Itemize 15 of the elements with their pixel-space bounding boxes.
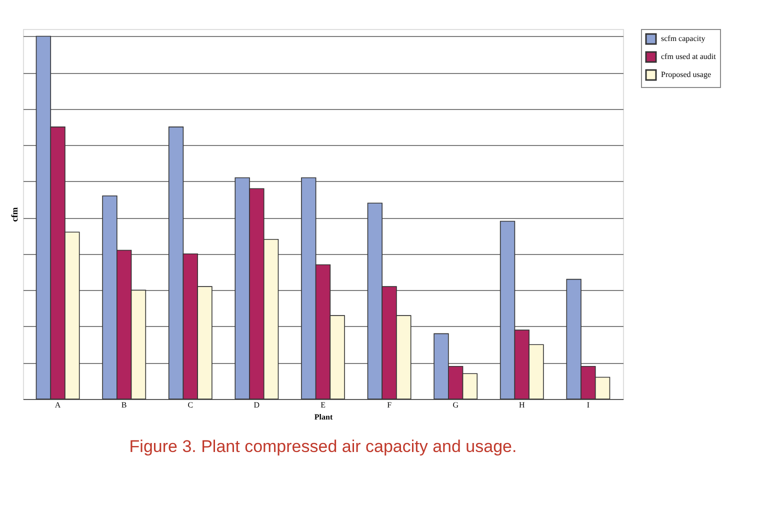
x-tick-label: G [452,400,459,410]
y-axis-title: cfm [10,206,20,222]
x-tick-label: B [121,400,127,410]
x-tick-label: I [586,400,590,410]
x-tick-label: H [519,400,526,410]
text: Figure 3. Plant compressed air capacity and usage. [129,437,517,456]
x-axis-title: Plant [314,412,333,422]
x-tick-label: C [188,400,194,410]
legend-label: scfm capacity [661,34,706,43]
x-tick-label: D [254,400,260,410]
x-tick-label: A [54,400,61,410]
x-tick-label: F [387,400,392,410]
legend-label: Proposed usage [661,70,712,79]
legend-label: cfm used at audit [661,52,717,61]
x-tick-label: E [320,400,326,410]
